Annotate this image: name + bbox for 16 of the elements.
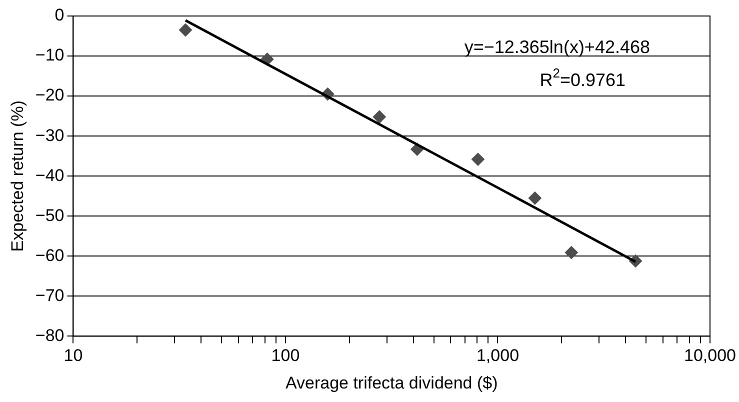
y-axis-title: Expected return (%): [8, 100, 27, 252]
x-tick-label: 1,000: [476, 346, 520, 366]
x-axis-title: Average trifecta dividend ($): [285, 373, 498, 392]
y-tick-label: −20: [35, 86, 64, 105]
x-tick-label: 10,000: [684, 346, 736, 366]
y-tick-label: −70: [35, 286, 64, 305]
y-tick-label: −30: [35, 126, 64, 145]
annotation: y=−12.365ln(x)+42.468: [464, 36, 650, 57]
x-tick-label: 10: [64, 346, 83, 366]
x-tick-label: 100: [271, 346, 300, 366]
y-tick-label: −10: [35, 46, 64, 65]
y-tick-label: −50: [35, 206, 64, 225]
y-tick-label: 0: [54, 6, 64, 25]
y-tick-label: −60: [35, 246, 64, 265]
y-tick-label: −80: [35, 326, 64, 345]
y-tick-label: −40: [35, 166, 64, 185]
